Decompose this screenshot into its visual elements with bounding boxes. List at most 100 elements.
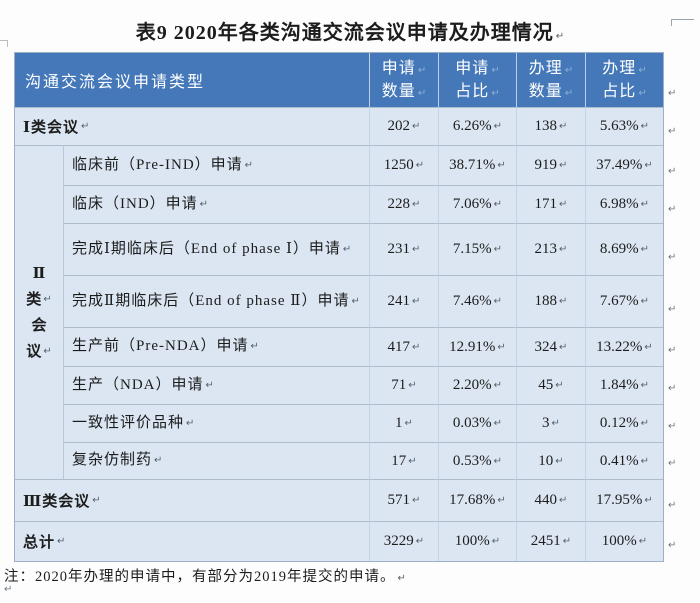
row-subtype-label: 完成Ⅰ期临床后（End of phase Ⅰ）申请 ↵ [63, 223, 369, 275]
cell-apply-pct: 2.20% ↵ [438, 366, 516, 404]
row-subtype-label: 临床前（Pre-IND）申请 ↵ [63, 145, 369, 185]
cell-handle-pct: 100% ↵ [585, 521, 663, 561]
cell-handle-pct: 7.67% ↵ [585, 275, 663, 327]
paragraph-mark: ↵ [564, 88, 574, 99]
paragraph-mark: ↵ [250, 341, 259, 353]
paragraph-mark: ↵ [497, 495, 506, 506]
header-line: 办理 ↵ [528, 59, 574, 77]
cell-handle-count: 213 ↵ [516, 223, 585, 275]
header-type-column: 沟通交流会议申请类型 [15, 53, 369, 107]
row-end-mark: ↵ [668, 500, 677, 511]
paragraph-mark: ↵ [644, 341, 653, 353]
row-end-mark: ↵ [668, 126, 677, 137]
paragraph-mark: ↵ [497, 341, 506, 353]
vertical-char: 会 [31, 317, 47, 334]
paragraph-mark: ↵ [493, 244, 503, 255]
paragraph-mark: ↵ [342, 243, 352, 255]
cell-apply-pct: 6.26% ↵ [438, 107, 516, 145]
vertical-char: 类 ↵ [26, 287, 51, 313]
paragraph-mark: ↵ [199, 198, 209, 210]
row-end-mark: ↵ [668, 421, 677, 432]
paragraph-mark: ↵ [244, 159, 254, 171]
paragraph-mark: ↵ [491, 88, 500, 99]
cell-apply-pct: 0.03% ↵ [438, 404, 516, 442]
cell-apply-pct: 100% ↵ [438, 521, 516, 561]
cell-handle-count: 3 ↵ [516, 404, 585, 442]
row-subtype-label: 完成Ⅱ期临床后（End of phase Ⅱ）申请 ↵ [63, 275, 369, 327]
paragraph-mark: ↵ [640, 418, 650, 429]
cell-handle-pct: 1.84% ↵ [585, 366, 663, 404]
paragraph-mark: ↵ [640, 244, 650, 255]
paragraph-mark: ↵ [412, 341, 421, 353]
cell-handle-count: 171 ↵ [516, 185, 585, 223]
paragraph-mark: ↵ [640, 380, 650, 391]
row-subtype-label: 复杂仿制药 ↵ [63, 442, 369, 479]
paragraph-mark: ↵ [559, 199, 568, 210]
row-end-mark: ↵ [668, 204, 677, 215]
cell-apply-count: 228 ↵ [369, 185, 438, 223]
paragraph-mark: ↵ [638, 88, 647, 99]
cell-apply-pct: 17.68% ↵ [438, 479, 516, 521]
paragraph-mark: ↵ [640, 121, 650, 132]
paragraph-mark: ↵ [559, 121, 568, 132]
cell-apply-count: 17 ↵ [369, 442, 438, 479]
paragraph-mark: ↵ [638, 536, 648, 547]
row-end-mark: ↵ [668, 304, 677, 315]
cell-apply-pct: 7.46% ↵ [438, 275, 516, 327]
cell-handle-pct: 0.12% ↵ [585, 404, 663, 442]
paragraph-mark: ↵ [43, 293, 52, 305]
cell-handle-count: 324 ↵ [516, 327, 585, 366]
cell-apply-pct: 0.53% ↵ [438, 442, 516, 479]
header-line: 占比 ↵ [455, 83, 500, 100]
paragraph-mark: ↵ [562, 536, 572, 547]
paragraph-mark: ↵ [555, 31, 565, 42]
cell-apply-count: 231 ↵ [369, 223, 438, 275]
row-category1-label: Ⅰ类会议 ↵ [15, 107, 369, 145]
paragraph-mark: ↵ [81, 121, 90, 132]
cell-handle-count: 2451 ↵ [516, 521, 585, 561]
paragraph-mark: ↵ [412, 121, 421, 132]
paragraph-mark: ↵ [205, 379, 214, 391]
paragraph-mark: ↵ [551, 418, 560, 429]
header-apply-pct: 申请 ↵ 占比 ↵ [438, 53, 516, 107]
paragraph-mark: ↵ [644, 495, 653, 506]
footnote: 注：2020年办理的申请中，有部分为2019年提交的申请。 ↵ [4, 565, 406, 586]
cell-handle-count: 188 ↵ [516, 275, 585, 327]
paragraph-mark: ↵ [43, 345, 52, 357]
paragraph-mark: ↵ [408, 380, 417, 391]
text-boundary-corner-right [671, 19, 694, 26]
cell-handle-count: 138 ↵ [516, 107, 585, 145]
paragraph-mark: ↵ [491, 64, 500, 76]
cell-handle-count: 919 ↵ [516, 145, 585, 185]
row-end-mark: ↵ [668, 252, 677, 263]
paragraph-mark: ↵ [559, 296, 568, 307]
cell-apply-pct: 38.71% ↵ [438, 145, 516, 185]
cell-apply-count: 1 ↵ [369, 404, 438, 442]
row-end-mark: ↵ [668, 383, 677, 394]
footnote-text: 注：2020年办理的申请中，有部分为2019年提交的申请。 [4, 569, 396, 585]
header-handle-count: 办理 ↵ 数量 ↵ [516, 53, 585, 107]
row-subtype-label: 临床（IND）申请 ↵ [63, 185, 369, 223]
row-category2-merged-label: Ⅱ 类 ↵ 会 议 ↵ [15, 145, 63, 479]
paragraph-mark: ↵ [640, 199, 650, 210]
cell-apply-count: 202 ↵ [369, 107, 438, 145]
cell-apply-count: 71 ↵ [369, 366, 438, 404]
header-type-label: 沟通交流会议申请类型 [25, 74, 206, 91]
cell-handle-pct: 17.95% ↵ [585, 479, 663, 521]
paragraph-mark: ↵ [412, 296, 421, 307]
table-title-text: 表9 2020年各类沟通交流会议申请及办理情况 [135, 22, 554, 44]
paragraph-mark: ↵ [493, 455, 503, 467]
paragraph-mark: ↵ [408, 455, 417, 467]
paragraph-mark: ↵ [417, 88, 427, 99]
paragraph-mark: ↵ [559, 160, 568, 171]
row-end-mark: ↵ [668, 345, 677, 356]
header-apply-count: 申请 ↵ 数量 ↵ [369, 53, 438, 107]
cell-handle-count: 440 ↵ [516, 479, 585, 521]
row-category3-label: Ⅲ类会议 ↵ [15, 479, 369, 521]
paragraph-mark: ↵ [555, 455, 564, 467]
cell-apply-pct: 12.91% ↵ [438, 327, 516, 366]
paragraph-mark: ↵ [351, 295, 360, 307]
paragraph-mark: ↵ [412, 199, 421, 210]
row-end-mark: ↵ [668, 540, 677, 551]
header-line: 数量 ↵ [381, 83, 427, 100]
